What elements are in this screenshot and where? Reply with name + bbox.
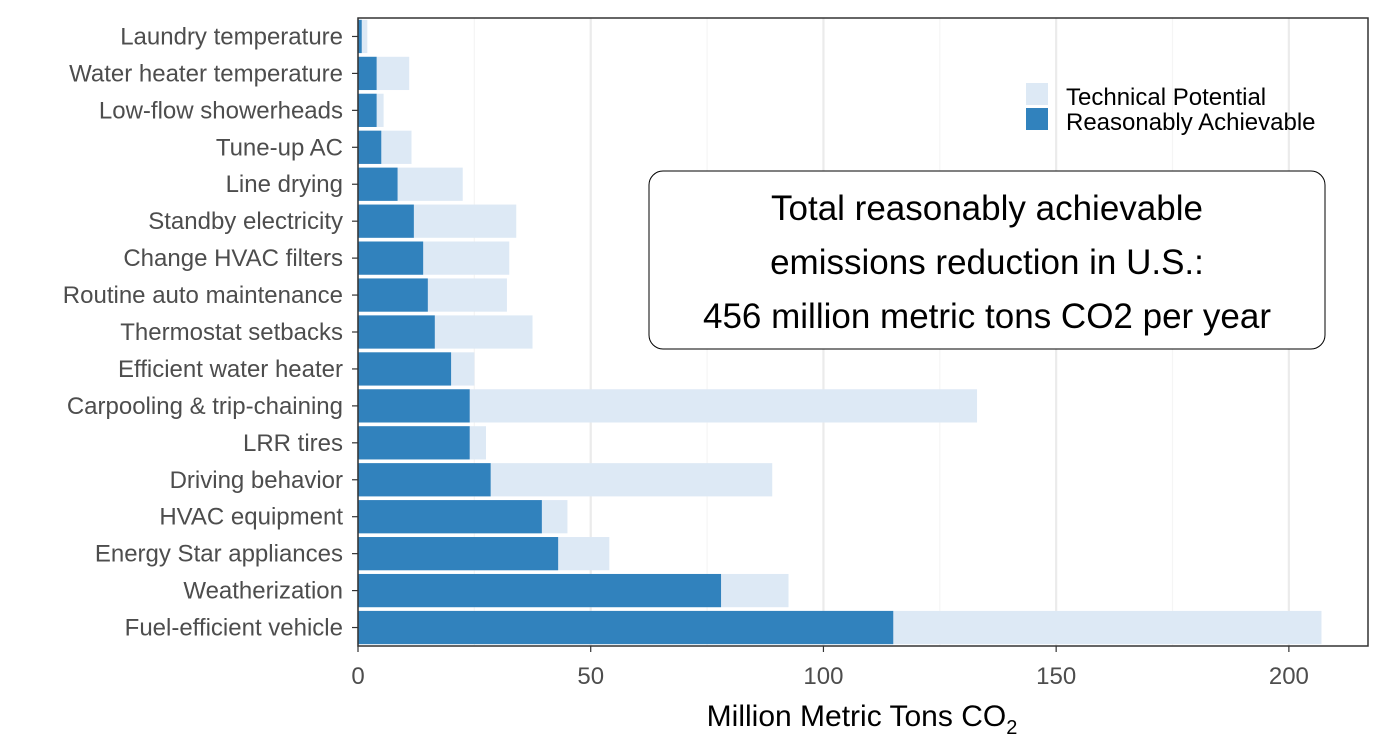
x-axis-title: Million Metric Tons CO2 — [707, 700, 1018, 739]
x-tick-label: 100 — [803, 663, 843, 690]
technical-potential-bar — [358, 19, 368, 54]
y-tick-label: Thermostat setbacks — [120, 319, 343, 346]
legend: Technical Potential Reasonably Achievabl… — [1026, 83, 1316, 136]
reasonably-achievable-bar — [358, 278, 428, 312]
y-tick-label: Change HVAC filters — [123, 245, 343, 272]
y-tick-label: Tune-up AC — [216, 134, 343, 161]
reasonably-achievable-bar — [358, 352, 452, 386]
reasonably-achievable-bar — [358, 241, 424, 275]
reasonably-achievable-bar — [358, 537, 559, 571]
legend-swatch-technical — [1026, 83, 1048, 105]
reasonably-achievable-bar — [358, 56, 377, 91]
y-axis: Laundry temperature Water heater temperat… — [63, 23, 358, 642]
x-tick-label: 50 — [577, 663, 604, 690]
reasonably-achievable-bar — [358, 204, 414, 238]
reasonably-achievable-bar — [358, 610, 894, 645]
y-tick-label: Water heater temperature — [69, 60, 343, 87]
annotation-line-2: emissions reduction in U.S.: — [770, 243, 1204, 282]
legend-label-technical: Technical Potential — [1066, 84, 1266, 111]
y-tick-label: Standby electricity — [148, 208, 343, 235]
y-tick-label: Efficient water heater — [118, 356, 343, 383]
x-tick-label: 200 — [1269, 663, 1309, 690]
reasonably-achievable-bar — [358, 315, 435, 349]
annotation-box: Total reasonably achievable emissions re… — [648, 170, 1326, 350]
legend-label-achievable: Reasonably Achievable — [1066, 109, 1316, 136]
bar-series — [358, 19, 1322, 645]
x-axis: 0 50 100 150 200 — [351, 646, 1309, 690]
y-tick-label: Energy Star appliances — [95, 541, 343, 568]
y-tick-label: Laundry temperature — [120, 23, 343, 50]
reasonably-achievable-bar — [358, 426, 470, 460]
y-tick-label: Weatherization — [183, 578, 343, 605]
y-tick-label: Driving behavior — [170, 467, 343, 494]
reasonably-achievable-bar — [358, 573, 722, 608]
reasonably-achievable-bar — [358, 463, 491, 497]
reasonably-achievable-bar — [358, 389, 470, 423]
y-tick-label: HVAC equipment — [159, 504, 343, 531]
reasonably-achievable-bar — [358, 130, 382, 164]
legend-swatch-achievable — [1026, 108, 1048, 130]
x-tick-label: 150 — [1036, 663, 1076, 690]
x-tick-label: 0 — [351, 663, 364, 690]
reasonably-achievable-bar — [358, 167, 398, 201]
y-tick-label: Low-flow showerheads — [99, 97, 343, 124]
reasonably-achievable-bar — [358, 19, 362, 54]
y-tick-label: Carpooling & trip-chaining — [67, 393, 343, 420]
y-tick-label: LRR tires — [243, 430, 343, 457]
annotation-line-1: Total reasonably achievable — [771, 189, 1203, 228]
reasonably-achievable-bar — [358, 93, 377, 127]
reasonably-achievable-bar — [358, 500, 542, 534]
y-tick-label: Line drying — [226, 171, 343, 198]
y-tick-label: Routine auto maintenance — [63, 282, 343, 309]
annotation-line-3: 456 million metric tons CO2 per year — [703, 297, 1271, 336]
y-tick-label: Fuel-efficient vehicle — [125, 615, 343, 642]
annotation-frame — [648, 170, 1326, 350]
